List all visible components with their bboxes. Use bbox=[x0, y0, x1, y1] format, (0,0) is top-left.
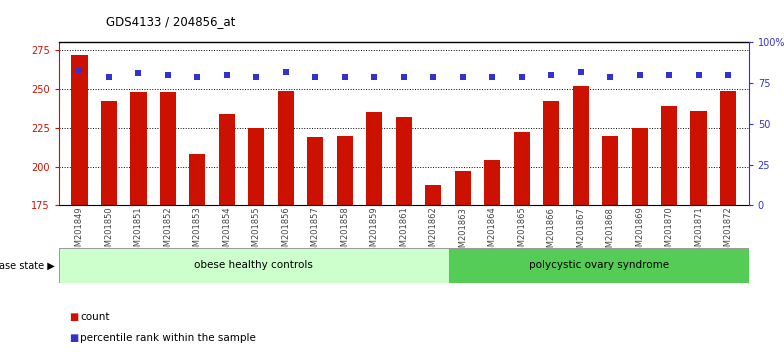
Text: count: count bbox=[80, 312, 110, 322]
Point bbox=[132, 70, 145, 76]
Bar bbox=[366, 112, 383, 205]
Point bbox=[604, 74, 616, 80]
Point bbox=[280, 69, 292, 75]
Point bbox=[692, 72, 705, 78]
Bar bbox=[189, 154, 205, 205]
Bar bbox=[396, 117, 412, 205]
Bar bbox=[602, 136, 619, 205]
Bar bbox=[101, 101, 117, 205]
Bar bbox=[160, 92, 176, 205]
Text: percentile rank within the sample: percentile rank within the sample bbox=[80, 333, 256, 343]
Text: ■: ■ bbox=[69, 333, 78, 343]
Point bbox=[73, 67, 85, 73]
Bar bbox=[71, 55, 88, 205]
Point bbox=[162, 72, 174, 78]
Bar bbox=[278, 91, 294, 205]
Point bbox=[515, 74, 528, 80]
Point bbox=[427, 74, 440, 80]
Bar bbox=[484, 160, 500, 205]
Bar bbox=[455, 171, 471, 205]
Point bbox=[368, 74, 380, 80]
Point bbox=[191, 74, 204, 80]
Bar bbox=[425, 185, 441, 205]
Bar bbox=[632, 128, 648, 205]
Point bbox=[575, 69, 587, 75]
Point bbox=[486, 74, 499, 80]
Bar bbox=[249, 128, 264, 205]
Bar bbox=[59, 248, 448, 283]
Point bbox=[722, 72, 735, 78]
Point bbox=[662, 72, 675, 78]
Point bbox=[545, 72, 557, 78]
Point bbox=[250, 74, 263, 80]
Text: disease state ▶: disease state ▶ bbox=[0, 261, 55, 270]
Bar bbox=[336, 136, 353, 205]
Bar bbox=[572, 86, 589, 205]
Point bbox=[633, 72, 646, 78]
Bar bbox=[219, 114, 235, 205]
Point bbox=[456, 74, 469, 80]
Bar bbox=[543, 101, 559, 205]
Point bbox=[220, 72, 233, 78]
Bar bbox=[307, 137, 324, 205]
Bar bbox=[514, 132, 530, 205]
Bar bbox=[130, 92, 147, 205]
Point bbox=[397, 74, 410, 80]
Bar bbox=[448, 248, 749, 283]
Text: ■: ■ bbox=[69, 312, 78, 322]
Bar bbox=[661, 106, 677, 205]
Point bbox=[309, 74, 321, 80]
Bar bbox=[691, 111, 706, 205]
Text: obese healthy controls: obese healthy controls bbox=[194, 261, 314, 270]
Text: polycystic ovary syndrome: polycystic ovary syndrome bbox=[528, 261, 669, 270]
Point bbox=[339, 74, 351, 80]
Point bbox=[103, 74, 115, 80]
Bar bbox=[720, 91, 736, 205]
Text: GDS4133 / 204856_at: GDS4133 / 204856_at bbox=[106, 15, 235, 28]
